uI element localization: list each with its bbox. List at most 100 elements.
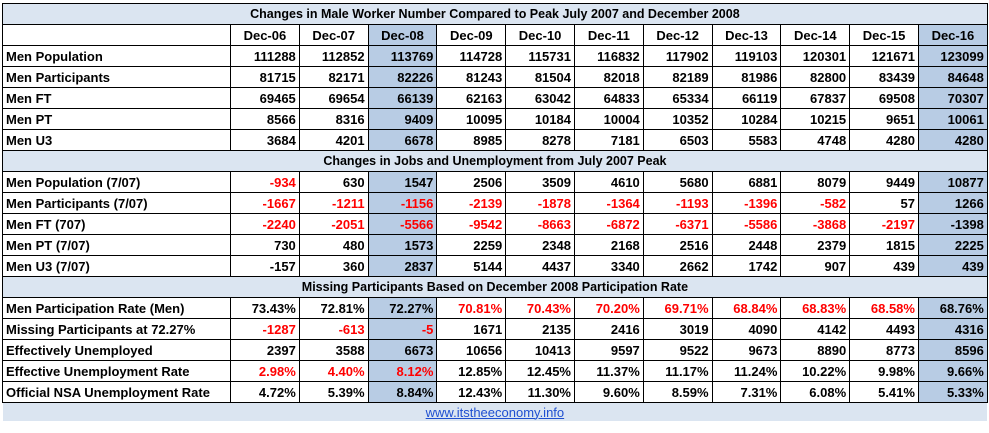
- data-cell: 9449: [849, 171, 919, 193]
- data-cell: -6872: [573, 213, 644, 235]
- data-cell: 5680: [642, 171, 713, 193]
- data-cell: 68.58%: [849, 297, 919, 319]
- data-cell: 2135: [505, 318, 575, 340]
- data-cell: 3340: [573, 255, 644, 277]
- data-cell: 2379: [780, 234, 851, 256]
- data-cell: 2225: [917, 234, 988, 256]
- data-cell: 69465: [230, 87, 300, 109]
- data-cell: 630: [298, 171, 369, 193]
- data-cell: 5.33%: [917, 381, 988, 403]
- data-cell: 7.31%: [711, 381, 782, 403]
- data-cell: 8985: [436, 129, 507, 151]
- data-cell: 8079: [780, 171, 851, 193]
- footer-row: www.itstheeconomy.info: [2, 402, 988, 421]
- data-cell: 2348: [505, 234, 575, 256]
- column-header: Dec-16: [917, 24, 988, 46]
- column-header: Dec-15: [849, 24, 919, 46]
- data-cell: 360: [298, 255, 369, 277]
- data-cell: 10215: [780, 108, 851, 130]
- row-label: Effective Unemployment Rate: [2, 360, 231, 382]
- data-cell: 10061: [917, 108, 988, 130]
- row-label: Men U3 (7/07): [2, 255, 231, 277]
- data-cell: 10184: [505, 108, 575, 130]
- data-cell: -9542: [436, 213, 507, 235]
- data-cell: 62163: [436, 87, 507, 109]
- data-cell: 64833: [573, 87, 644, 109]
- data-cell: -2197: [849, 213, 919, 235]
- data-cell: 5.41%: [849, 381, 919, 403]
- data-cell: 115731: [505, 45, 575, 67]
- data-cell: 84648: [917, 66, 988, 88]
- row-label: Men PT: [2, 108, 231, 130]
- data-cell: -5: [367, 318, 438, 340]
- row-label: Men Participation Rate (Men): [2, 297, 231, 319]
- data-cell: 121671: [849, 45, 919, 67]
- data-cell: 2259: [436, 234, 507, 256]
- table-row: Men PT 8566 8316 9409 10095 10184 10004 10352 10…: [2, 108, 988, 130]
- data-cell: 6.08%: [780, 381, 851, 403]
- column-header-row: Dec-06 Dec-07 Dec-08 Dec-09 Dec-10 Dec-11 Dec-…: [2, 24, 988, 46]
- data-cell: 10284: [711, 108, 782, 130]
- data-cell: 1266: [917, 192, 988, 214]
- data-cell: 11.24%: [711, 360, 782, 382]
- data-cell: 8316: [298, 108, 369, 130]
- data-cell: -3868: [780, 213, 851, 235]
- data-cell: 4201: [298, 129, 369, 151]
- data-cell: -1878: [505, 192, 575, 214]
- data-cell: 5144: [436, 255, 507, 277]
- row-label: Men PT (7/07): [2, 234, 231, 256]
- data-cell: 81986: [711, 66, 782, 88]
- data-cell: 4437: [505, 255, 575, 277]
- data-cell: 907: [780, 255, 851, 277]
- data-cell: 69508: [849, 87, 919, 109]
- data-cell: 4280: [849, 129, 919, 151]
- data-cell: 70.20%: [573, 297, 644, 319]
- data-cell: 123099: [917, 45, 988, 67]
- table-row: Missing Participants at 72.27% -1287 -613-…: [2, 318, 988, 340]
- data-cell: 1573: [367, 234, 438, 256]
- data-cell: 113769: [367, 45, 438, 67]
- data-cell: 8596: [917, 339, 988, 361]
- data-cell: 65334: [642, 87, 713, 109]
- table-row: Official NSA Unemployment Rate 4.72% 5.39%…: [2, 381, 988, 403]
- table-row: Men Participation Rate (Men) 73.43% 72.81%…: [2, 297, 988, 319]
- data-cell: -1156: [367, 192, 438, 214]
- data-cell: 9651: [849, 108, 919, 130]
- table-row: Men FT 69465 69654 66139 62163 63042 64833 6533…: [2, 87, 988, 109]
- section-title: Missing Participants Based on December 2…: [2, 276, 988, 298]
- data-cell: 111288: [230, 45, 300, 67]
- data-cell: 4.72%: [230, 381, 300, 403]
- data-cell: -1398: [917, 213, 988, 235]
- table-row: Effectively Unemployed 2397 3588 6673 10656 1…: [2, 339, 988, 361]
- data-cell: 8.12%: [367, 360, 438, 382]
- data-cell: 4316: [917, 318, 988, 340]
- data-cell: 68.83%: [780, 297, 851, 319]
- data-cell: 114728: [436, 45, 507, 67]
- data-cell: 72.27%: [367, 297, 438, 319]
- row-label: Men Participants: [2, 66, 231, 88]
- data-cell: 82800: [780, 66, 851, 88]
- data-cell: 68.84%: [711, 297, 782, 319]
- table-row: Men U3 (7/07) -157 360 2837 5144 4437 3340 2662…: [2, 255, 988, 277]
- data-cell: 2397: [230, 339, 300, 361]
- data-cell: 1671: [436, 318, 507, 340]
- data-cell: 2506: [436, 171, 507, 193]
- data-cell: 12.43%: [436, 381, 507, 403]
- title-row: Changes in Male Worker Number Compared t…: [2, 3, 988, 25]
- data-cell: 3019: [642, 318, 713, 340]
- data-cell: 10413: [505, 339, 575, 361]
- table-row: Men Population (7/07) -934 630 1547 2506 3509…: [2, 171, 988, 193]
- source-link[interactable]: www.itstheeconomy.info: [2, 402, 988, 421]
- column-header: Dec-09: [436, 24, 507, 46]
- data-cell: 730: [230, 234, 300, 256]
- row-label: Effectively Unemployed: [2, 339, 231, 361]
- row-label: Official NSA Unemployment Rate: [2, 381, 231, 403]
- column-header: Dec-14: [780, 24, 851, 46]
- data-cell: 81715: [230, 66, 300, 88]
- data-cell: 6503: [642, 129, 713, 151]
- table-row: Men PT (7/07) 730 480 1573 2259 2348 2168 2516 2…: [2, 234, 988, 256]
- data-cell: 9.98%: [849, 360, 919, 382]
- row-label: Men FT: [2, 87, 231, 109]
- row-label: Men Population: [2, 45, 231, 67]
- data-cell: 9673: [711, 339, 782, 361]
